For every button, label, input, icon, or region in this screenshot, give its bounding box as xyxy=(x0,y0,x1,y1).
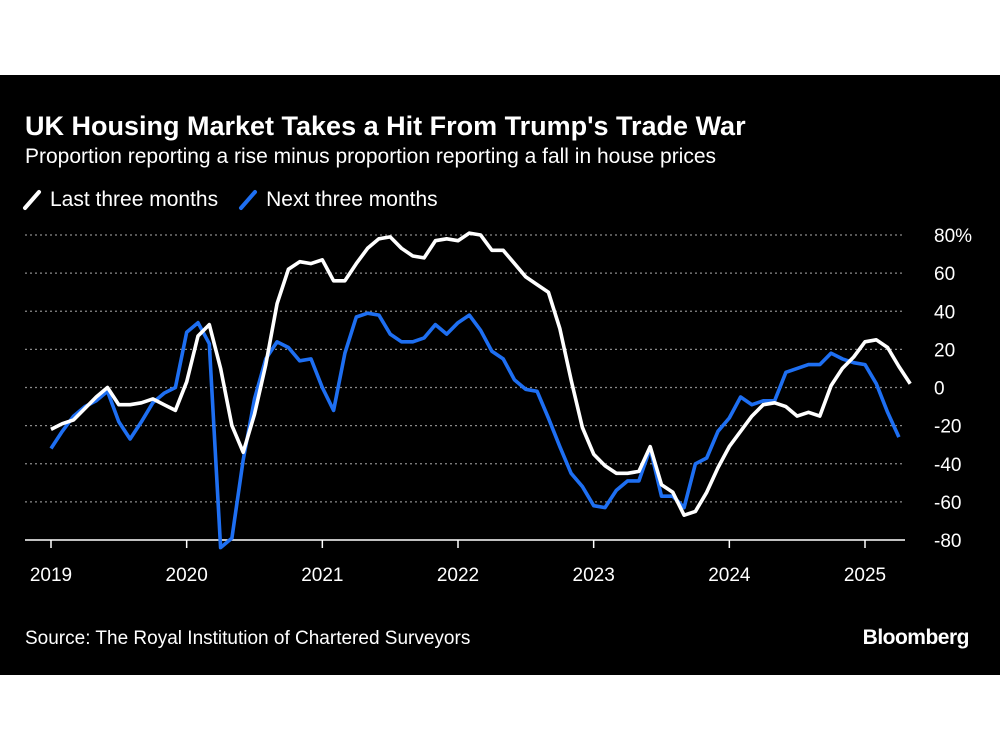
x-tick-label: 2025 xyxy=(844,565,886,586)
legend-swatch-next-three-months xyxy=(239,190,258,210)
series-line-last-three-months xyxy=(50,231,912,517)
series-line-next-three-months xyxy=(49,311,901,550)
legend-item-last-three-months: Last three months xyxy=(22,188,218,212)
y-tick-label: -40 xyxy=(934,455,961,476)
x-tick-label: 2024 xyxy=(708,565,751,586)
y-tick-label: 0 xyxy=(934,379,945,400)
legend-label-last-three-months: Last three months xyxy=(50,188,219,211)
chart-panel: UK Housing Market Takes a Hit From Trump… xyxy=(0,75,1000,675)
legend: Last three months Next three months xyxy=(22,188,458,212)
y-tick-label: -20 xyxy=(934,417,961,438)
legend-item-next-three-months: Next three months xyxy=(238,188,438,212)
x-tick-label: 2022 xyxy=(437,565,479,586)
x-tick-label: 2021 xyxy=(301,565,343,586)
y-tick-label: 40 xyxy=(934,302,955,323)
x-tick-label: 2023 xyxy=(573,565,615,586)
legend-swatch-last-three-months xyxy=(23,190,41,210)
chart-subtitle: Proportion reporting a rise minus propor… xyxy=(25,145,717,168)
y-tick-label: 80% xyxy=(934,226,972,247)
y-tick-label: 20 xyxy=(934,340,955,361)
x-tick-label: 2019 xyxy=(30,565,72,586)
line-chart: -80 -60 -40 -20 0 20 40 60 80% 2019 2020 2021 2022 20… xyxy=(25,226,972,586)
y-tick-label: -80 xyxy=(934,531,961,552)
y-tick-label: -60 xyxy=(934,493,961,514)
bloomberg-logo: Bloomberg xyxy=(862,626,970,649)
x-tick-label: 2020 xyxy=(166,565,208,586)
chart-title: UK Housing Market Takes a Hit From Trump… xyxy=(25,111,746,141)
y-tick-label: 60 xyxy=(934,264,955,285)
source-note: Source: The Royal Institution of Charter… xyxy=(25,628,471,649)
legend-label-next-three-months: Next three months xyxy=(266,188,438,211)
